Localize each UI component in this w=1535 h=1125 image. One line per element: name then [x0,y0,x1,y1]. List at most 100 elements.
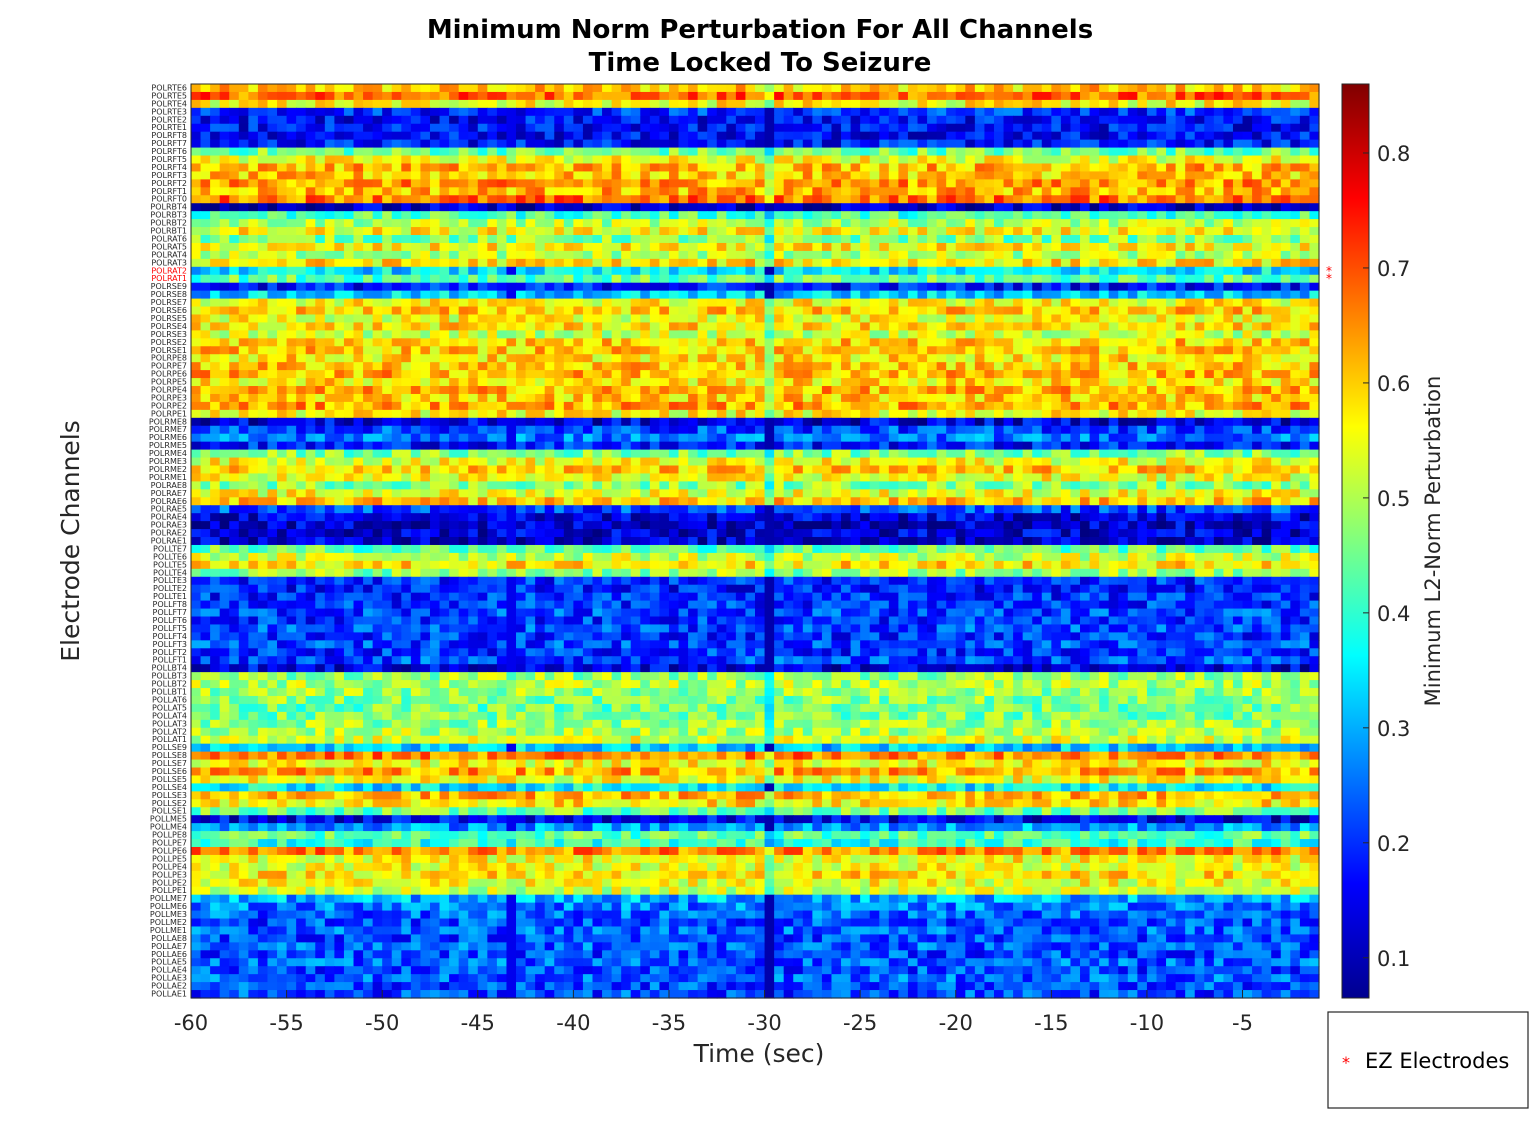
heatmap-cell [764,163,775,173]
heatmap-cell [716,330,727,339]
heatmap-cell [821,107,833,117]
heatmap-cell [678,306,689,316]
heatmap-cell [363,393,374,403]
heatmap-cell [487,266,498,276]
heatmap-cell [1060,115,1072,125]
heatmap-cell [793,147,804,157]
heatmap-cell [525,155,536,165]
heatmap-cell [1271,139,1282,149]
heatmap-cell [1137,393,1148,403]
heatmap-cell [324,171,335,180]
heatmap-cell [1041,266,1052,276]
heatmap-cell [1290,84,1301,93]
heatmap-cell [535,99,546,109]
heatmap-cell [219,298,230,308]
heatmap-cell [984,290,995,300]
heatmap-cell [697,346,708,355]
heatmap-cell [315,115,326,125]
heatmap-cell [850,211,861,220]
heatmap-cell [1127,227,1138,236]
heatmap-cell [1137,314,1148,324]
heatmap-cell [688,227,699,236]
heatmap-cell [391,386,402,395]
heatmap-cell [611,99,622,109]
heatmap-cell [946,354,957,363]
heatmap-cell [793,346,804,355]
heatmap-cell [516,99,527,109]
heatmap-cell [449,274,460,284]
heatmap-cell [458,242,469,252]
heatmap-cell [1252,219,1263,228]
heatmap-cell [898,187,909,196]
heatmap-cell [907,235,919,244]
heatmap-cell [927,147,938,157]
heatmap-cell [659,84,670,93]
heatmap-cell [506,179,517,188]
heatmap-cell [477,187,488,196]
heatmap-cell [936,306,947,316]
heatmap-cell [238,282,249,292]
heatmap-cell [1280,346,1291,355]
heatmap-cell [449,227,460,236]
heatmap-cell [1232,330,1244,339]
heatmap-cell [1060,290,1072,300]
heatmap-cell [210,147,221,157]
heatmap-cell [1223,242,1234,252]
heatmap-cell [210,258,221,268]
heatmap-cell [458,354,469,363]
heatmap-cell [1280,155,1291,165]
heatmap-cell [286,195,297,204]
heatmap-cell [334,401,345,411]
heatmap-cell [563,401,574,411]
heatmap-cell [468,338,479,347]
heatmap-cell [582,242,594,252]
heatmap-cell [793,322,804,331]
heatmap-cell [860,115,871,125]
heatmap-cell [793,131,804,141]
heatmap-cell [353,354,364,363]
heatmap-cell [582,227,594,236]
heatmap-cell [315,346,326,355]
heatmap-cell [793,258,804,268]
heatmap-cell [802,139,813,149]
heatmap-cell [678,115,689,125]
heatmap-cell [334,115,345,125]
heatmap-cell [506,155,517,165]
heatmap-cell [649,274,661,284]
heatmap-cell [1127,409,1138,419]
heatmap-cell [382,99,393,109]
heatmap-cell [277,163,288,173]
heatmap-cell [955,179,966,188]
heatmap-cell [582,362,594,371]
heatmap-cell [965,115,976,125]
heatmap-cell [1261,139,1272,149]
heatmap-cell [449,203,460,212]
heatmap-cell [1051,274,1062,284]
heatmap-cell [382,171,393,180]
heatmap-cell [363,417,374,427]
heatmap-cell [372,393,383,403]
heatmap-cell [764,322,775,331]
heatmap-cell [458,282,469,292]
heatmap-cell [1175,330,1186,339]
heatmap-cell [898,139,909,149]
heatmap-cell [1032,393,1043,403]
heatmap-cell [439,258,450,268]
heatmap-cell [1232,306,1244,316]
heatmap-cell [745,84,756,93]
heatmap-cell [850,378,861,387]
heatmap-cell [1261,211,1272,220]
heatmap-cell [774,155,785,165]
heatmap-cell [1118,409,1129,419]
heatmap-cell [649,378,661,387]
heatmap-cell [315,84,326,93]
heatmap-cell [984,219,995,228]
heatmap-cell [735,409,747,419]
heatmap-cell [286,235,297,244]
heatmap-cell [1089,187,1100,196]
heatmap-cell [353,91,364,101]
heatmap-cell [611,330,622,339]
heatmap-cell [1271,187,1282,196]
heatmap-cell [554,99,565,109]
heatmap-cell [1166,362,1177,371]
